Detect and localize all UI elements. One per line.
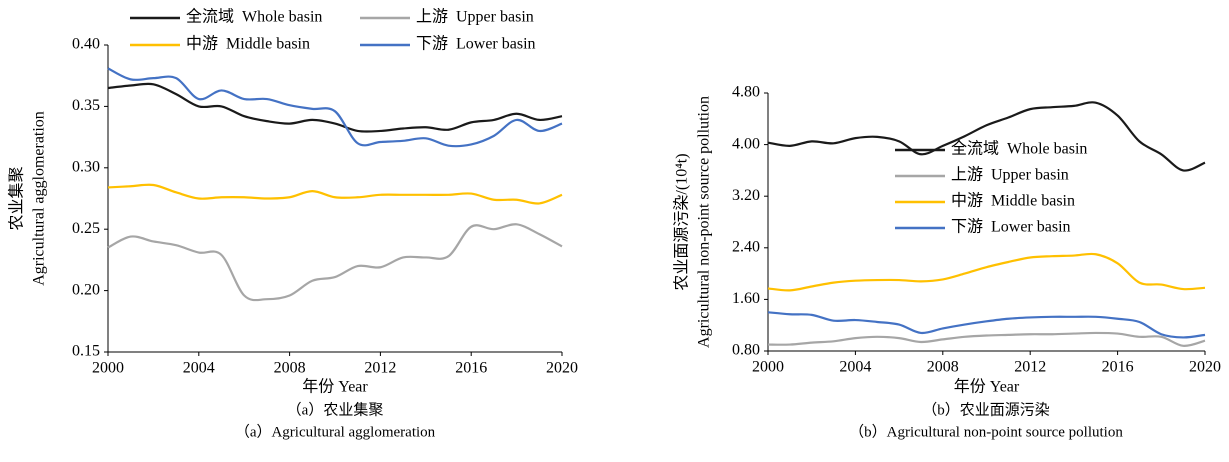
y-tick-label: 0.40 (72, 36, 100, 53)
series-line (107, 183, 563, 205)
series-line (107, 223, 563, 302)
x-tick-label: 2000 (92, 360, 124, 377)
x-tick-label: 2020 (546, 360, 578, 377)
x-tick-label: 2016 (455, 360, 487, 377)
series-line (107, 82, 563, 133)
series-line (767, 252, 1206, 292)
legend-label: 下游 Lower basin (416, 35, 536, 53)
series-line (767, 331, 1206, 347)
x-tick-label: 2004 (183, 360, 215, 377)
legend-label: 中游 Middle basin (951, 192, 1075, 210)
x-tick-label: 2012 (364, 360, 396, 377)
legend-label: 上游 Upper basin (951, 166, 1069, 184)
series-line (767, 311, 1206, 339)
caption: （a）农业集聚 (287, 401, 384, 418)
y-tick-label: 0.25 (72, 220, 100, 237)
y-tick-label: 4.00 (732, 135, 760, 152)
series-line (107, 67, 563, 148)
y-tick-label: 1.60 (732, 290, 760, 307)
legend-label: 上游 Upper basin (416, 8, 534, 26)
caption: （b）Agricultural non-point source polluti… (849, 423, 1123, 440)
y-tick-label: 0.80 (732, 342, 760, 359)
x-axis-title: 年份 Year (954, 378, 1020, 396)
x-tick-label: 2020 (1189, 359, 1221, 376)
y-tick-label: 4.80 (732, 84, 760, 101)
x-tick-label: 2008 (274, 360, 306, 377)
x-tick-label: 2004 (839, 359, 871, 376)
y-tick-label: 0.20 (72, 281, 100, 298)
legend-label: 全流域 Whole basin (951, 140, 1087, 158)
x-tick-label: 2016 (1102, 359, 1134, 376)
legend-label: 全流域 Whole basin (186, 8, 322, 26)
caption: （a）Agricultural agglomeration (235, 423, 436, 440)
x-tick-label: 2000 (752, 359, 784, 376)
y-tick-label: 0.35 (72, 97, 100, 114)
y-tick-label: 0.30 (72, 158, 100, 175)
y-axis-title: Agricultural agglomeration (31, 111, 48, 286)
y-axis-title: Agricultural non-point source pollution (696, 96, 713, 348)
x-axis-title: 年份 Year (302, 378, 368, 396)
y-tick-label: 2.40 (732, 238, 760, 255)
y-axis-title: 农业面源污染/(10⁴t) (673, 153, 691, 290)
legend-label: 中游 Middle basin (186, 35, 310, 53)
y-tick-label: 0.15 (72, 343, 100, 360)
x-tick-label: 2012 (1014, 359, 1046, 376)
caption: （b）农业面源污染 (922, 401, 1050, 418)
x-tick-label: 2008 (927, 359, 959, 376)
series-line (767, 101, 1206, 172)
legend-label: 下游 Lower basin (951, 218, 1071, 236)
y-tick-label: 3.20 (732, 187, 760, 204)
y-axis-title: 农业集聚 (8, 166, 26, 230)
